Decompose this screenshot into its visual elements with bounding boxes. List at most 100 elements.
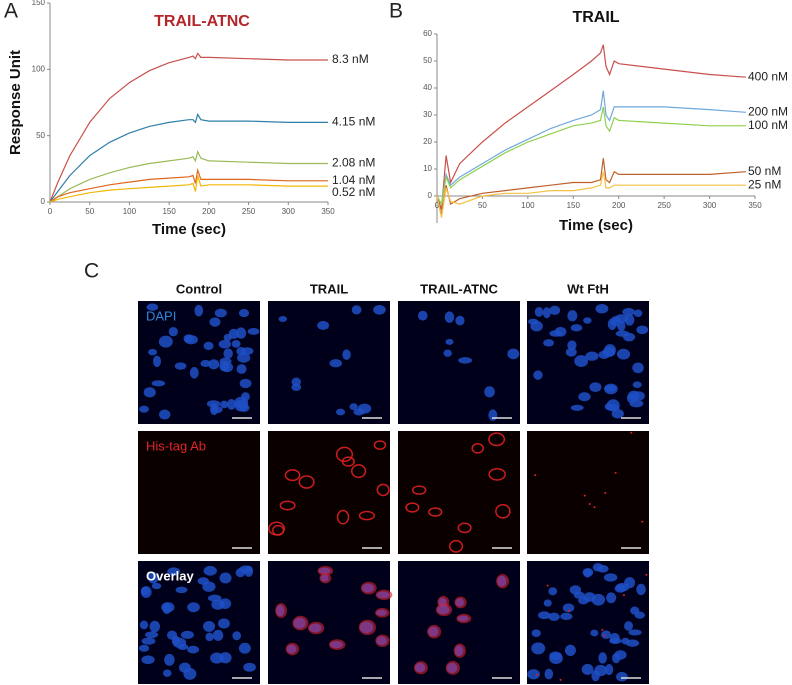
stain [445, 661, 460, 675]
column-header: TRAIL-ATNC [420, 281, 498, 296]
series-label: 0.52 nM [332, 185, 375, 199]
nucleus [189, 367, 199, 379]
micrograph [398, 561, 520, 684]
nucleus [632, 362, 644, 374]
speck [603, 634, 606, 637]
stain [268, 521, 286, 536]
stain [358, 510, 376, 521]
nucleus [591, 593, 606, 606]
micrograph [398, 301, 520, 424]
nucleus [614, 650, 627, 660]
nucleus [238, 642, 251, 654]
nucleus [139, 405, 149, 413]
nucleus [187, 602, 200, 613]
nucleus [636, 583, 646, 596]
chart-title: TRAIL-ATNC [154, 13, 250, 30]
nucleus [578, 392, 591, 402]
nucleus [589, 382, 602, 393]
series-line [436, 158, 746, 216]
nucleus [175, 586, 188, 594]
nucleus [218, 618, 230, 629]
micrograph-bg [268, 301, 390, 424]
micrograph [268, 301, 390, 424]
x-tick-label: 50 [85, 207, 94, 216]
nucleus [507, 348, 520, 360]
nucleus [236, 346, 246, 356]
x-tick-label: 350 [321, 207, 335, 216]
x-tick-label: 0 [435, 201, 440, 210]
nucleus [214, 308, 227, 318]
nucleus [549, 651, 562, 661]
series-line [436, 90, 746, 206]
nucleus [291, 377, 301, 387]
row-label: His-tag Ab [146, 438, 206, 453]
micrograph [138, 431, 260, 554]
nucleus [234, 396, 249, 409]
nucleus [317, 320, 330, 331]
nucleus [238, 309, 250, 318]
nucleus [629, 399, 644, 408]
stain [292, 615, 309, 631]
nucleus [590, 629, 599, 637]
nucleus [147, 571, 159, 584]
y-tick-label: 20 [423, 137, 432, 146]
nucleus [235, 327, 247, 339]
nucleus [455, 315, 465, 326]
nucleus [621, 637, 630, 645]
stain [496, 574, 510, 589]
micrograph-bg [398, 431, 520, 554]
nucleus [179, 662, 191, 673]
nucleus [533, 370, 543, 380]
nucleus [609, 637, 622, 644]
nucleus [544, 668, 554, 680]
nucleus [141, 655, 155, 665]
nucleus [624, 621, 633, 631]
nucleus [146, 303, 159, 311]
stain [279, 500, 296, 511]
speck [641, 520, 644, 523]
speck [645, 573, 648, 576]
nucleus [570, 404, 584, 411]
nucleus [194, 304, 204, 317]
speck [630, 431, 633, 434]
micrograph [138, 301, 260, 424]
nucleus [538, 611, 551, 620]
nucleus [592, 562, 604, 572]
stain [319, 572, 332, 584]
micrograph [398, 431, 520, 554]
nucleus [530, 320, 543, 332]
micrograph [268, 561, 393, 684]
panel-letter: C [84, 260, 99, 283]
stain [284, 469, 301, 482]
series-line [436, 106, 746, 206]
stain [373, 440, 387, 450]
stain [454, 596, 467, 609]
nucleus [203, 565, 217, 576]
nucleus [153, 355, 162, 368]
nucleus [373, 304, 386, 315]
stain [457, 522, 472, 534]
nucleus [606, 592, 617, 604]
stain [335, 446, 353, 463]
x-tick-label: 350 [748, 201, 762, 210]
series-line [436, 171, 746, 218]
nucleus [549, 305, 561, 315]
nucleus [174, 362, 187, 370]
nucleus [151, 380, 166, 387]
x-tick-label: 0 [48, 207, 53, 216]
stain [471, 443, 484, 454]
nucleus [542, 307, 551, 319]
nucleus [624, 577, 636, 589]
series-line [49, 149, 328, 203]
nucleus [342, 349, 351, 360]
y-tick-label: 60 [423, 29, 432, 38]
nucleus [554, 326, 567, 337]
nucleus [616, 348, 631, 360]
x-tick-label: 300 [282, 207, 296, 216]
series-line [436, 44, 746, 210]
nucleus [357, 403, 372, 414]
nucleus [574, 355, 589, 367]
nucleus [239, 378, 252, 389]
nucleus [167, 630, 178, 640]
y-tick-label: 40 [423, 83, 432, 92]
